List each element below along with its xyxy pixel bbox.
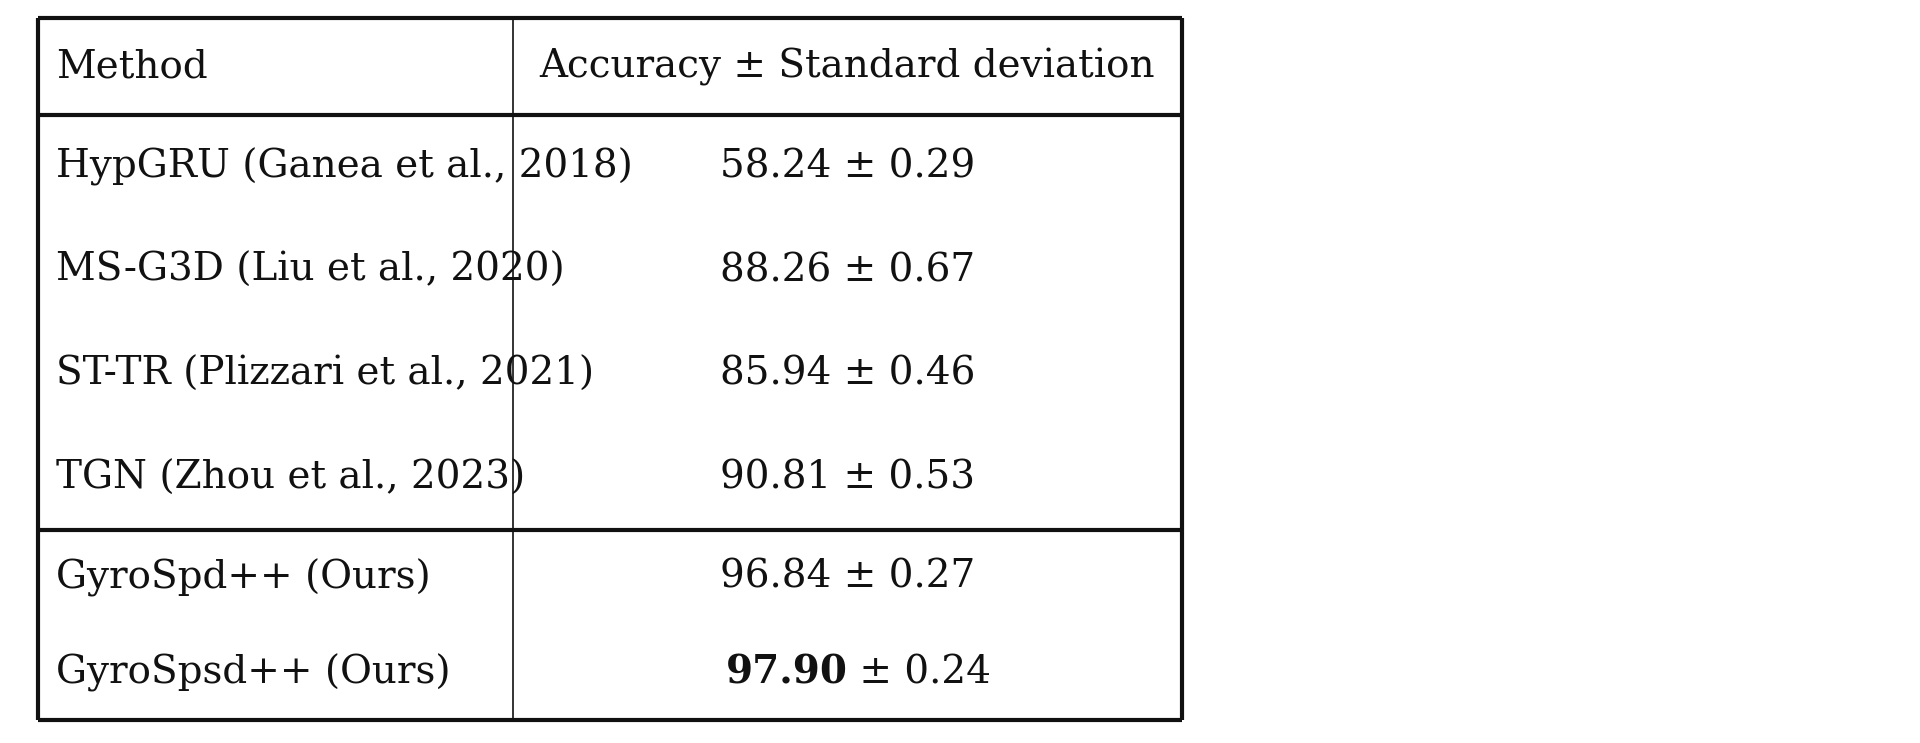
Text: TGN (Zhou et al., 2023): TGN (Zhou et al., 2023) xyxy=(56,460,526,496)
Text: Accuracy ± Standard deviation: Accuracy ± Standard deviation xyxy=(540,48,1156,85)
Text: MS-G3D (Liu et al., 2020): MS-G3D (Liu et al., 2020) xyxy=(56,252,564,289)
Text: ± 0.24: ± 0.24 xyxy=(847,654,991,691)
Text: ST-TR (Plizzari et al., 2021): ST-TR (Plizzari et al., 2021) xyxy=(56,356,593,393)
Text: 58.24 ± 0.29: 58.24 ± 0.29 xyxy=(720,149,975,185)
Text: 88.26 ± 0.67: 88.26 ± 0.67 xyxy=(720,252,975,289)
Text: Method: Method xyxy=(56,48,207,85)
Text: 97.90: 97.90 xyxy=(726,654,847,692)
Text: GyroSpd++ (Ours): GyroSpd++ (Ours) xyxy=(56,558,430,597)
Text: GyroSpsd++ (Ours): GyroSpsd++ (Ours) xyxy=(56,653,451,692)
Text: HypGRU (Ganea et al., 2018): HypGRU (Ganea et al., 2018) xyxy=(56,148,634,186)
Text: 85.94 ± 0.46: 85.94 ± 0.46 xyxy=(720,356,975,393)
Text: 90.81 ± 0.53: 90.81 ± 0.53 xyxy=(720,460,975,496)
Text: 96.84 ± 0.27: 96.84 ± 0.27 xyxy=(720,559,975,596)
